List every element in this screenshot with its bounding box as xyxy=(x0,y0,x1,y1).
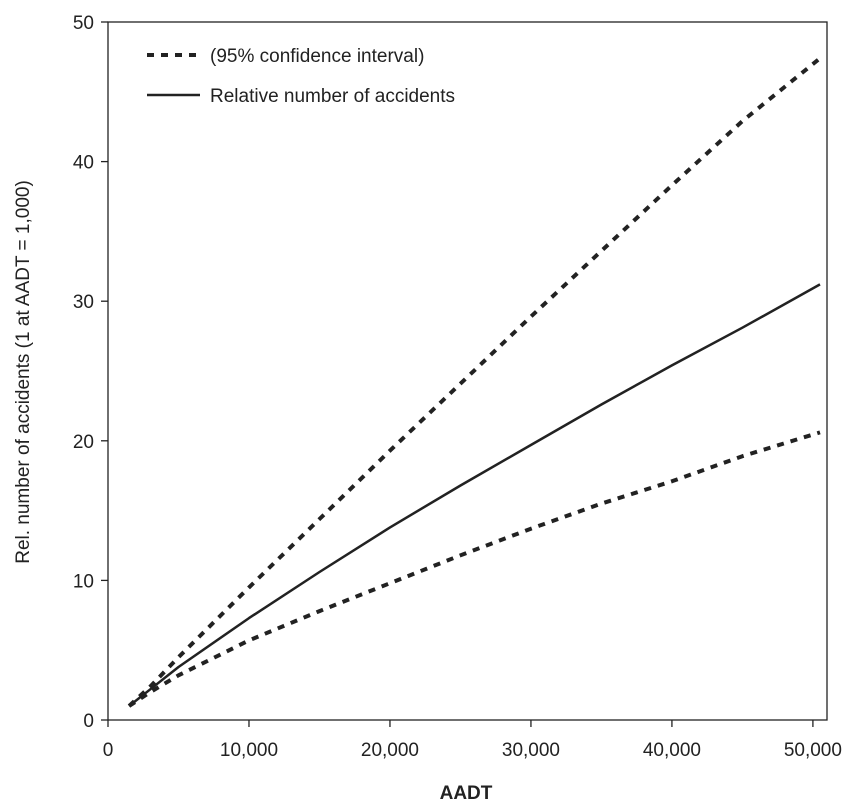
y-tick-label: 50 xyxy=(73,13,94,34)
y-tick-label: 30 xyxy=(73,292,94,313)
x-tick-label: 10,000 xyxy=(220,740,278,761)
relative-accidents-line xyxy=(128,283,821,707)
ticks-layer: 0 10,000 20,000 30,000 40,000 50,000 0 10 20 30 40… xyxy=(73,13,842,761)
plot-area xyxy=(107,21,828,721)
y-tick-label: 40 xyxy=(73,153,94,174)
x-axis-title: AADT xyxy=(440,783,493,804)
y-tick-label: 0 xyxy=(83,711,94,732)
series-layer xyxy=(127,56,822,708)
x-tick-label: 50,000 xyxy=(784,740,842,761)
legend-label-confidence-interval: (95% confidence interval) xyxy=(210,46,424,67)
confidence-interval-line-lower xyxy=(128,430,821,708)
x-tick-label: 0 xyxy=(103,740,114,761)
legend-label-relative-accidents: Relative number of accidents xyxy=(210,86,455,107)
confidence-interval-line-upper xyxy=(127,56,822,708)
x-tick-label: 40,000 xyxy=(643,740,701,761)
x-tick-label: 20,000 xyxy=(361,740,419,761)
y-tick-label: 20 xyxy=(73,432,94,453)
plot-border xyxy=(107,21,828,721)
legend: (95% confidence interval) Relative numbe… xyxy=(147,46,455,107)
x-tick-label: 30,000 xyxy=(502,740,560,761)
y-axis-title: Rel. number of accidents (1 at AADT = 1,… xyxy=(13,180,34,564)
y-tick-label: 10 xyxy=(73,571,94,592)
